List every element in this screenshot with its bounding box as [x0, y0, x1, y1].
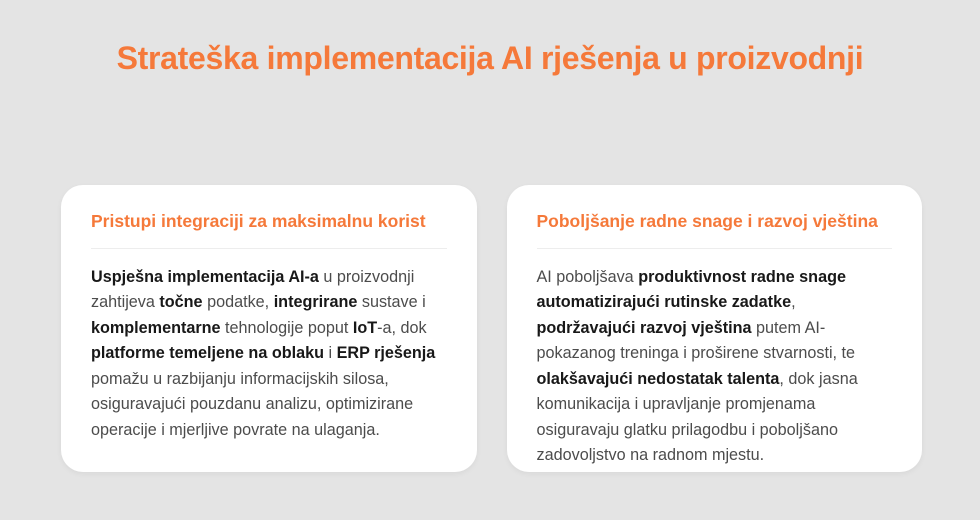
card-workforce: Poboljšanje radne snage i razvoj vještin…	[506, 185, 922, 472]
card-integration: Pristupi integraciji za maksimalnu koris…	[61, 185, 477, 472]
card-integration-title: Pristupi integraciji za maksimalnu koris…	[91, 211, 426, 231]
cards-row: Pristupi integraciji za maksimalnu koris…	[61, 185, 922, 472]
page-title: Strateška implementacija AI rješenja u p…	[116, 40, 864, 76]
card-workforce-body: AI poboljšava produktivnost radne snage …	[536, 267, 858, 464]
card-divider	[91, 247, 447, 249]
card-divider	[536, 247, 892, 249]
card-integration-body: Uspješna implementacija AI-a u proizvodn…	[91, 267, 436, 439]
card-workforce-title: Poboljšanje radne snage i razvoj vještin…	[536, 211, 878, 231]
